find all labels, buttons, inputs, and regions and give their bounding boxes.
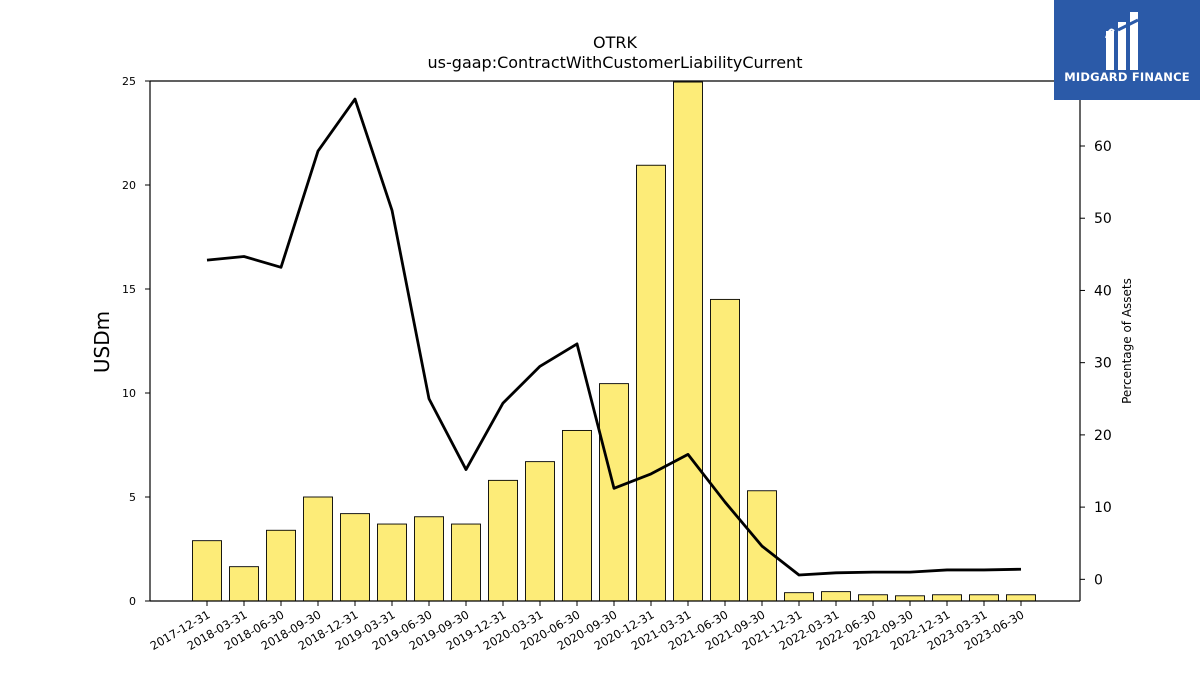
bar	[340, 513, 370, 602]
y2-tick-label: 60	[1094, 139, 1112, 155]
bar	[821, 591, 851, 602]
bar	[451, 523, 481, 602]
y-axis-label: USDm	[90, 311, 114, 373]
y2-tick-label: 50	[1094, 211, 1112, 227]
y2-axis-label: Percentage of Assets	[1120, 278, 1134, 404]
line-layer	[206, 97, 1022, 577]
bar	[710, 298, 740, 602]
bar	[673, 81, 703, 602]
bar	[525, 461, 555, 602]
bar	[895, 595, 925, 602]
bar	[414, 516, 444, 602]
bar	[303, 496, 333, 602]
chart-subtitle: us-gaap:ContractWithCustomerLiabilityCur…	[428, 53, 803, 72]
bars-layer	[192, 81, 1036, 602]
logo-mark-icon	[1105, 12, 1139, 70]
y-tick-label: 15	[122, 283, 136, 296]
y-tick-label: 5	[129, 491, 136, 504]
y-tick-label: 10	[122, 387, 136, 400]
y-tick-label: 25	[122, 75, 136, 88]
midgard-finance-logo: MIDGARD FINANCE	[1054, 0, 1200, 100]
y2-tick-label: 10	[1094, 500, 1112, 516]
bar	[969, 594, 999, 602]
line-series	[206, 97, 1022, 577]
bar	[562, 429, 592, 602]
bar	[784, 592, 814, 602]
y-tick-label: 20	[122, 179, 136, 192]
bar	[192, 540, 222, 602]
bar	[858, 594, 888, 602]
bar	[932, 594, 962, 602]
y2-tick-label: 20	[1094, 428, 1112, 444]
y2-tick-label: 40	[1094, 283, 1112, 299]
bar	[377, 523, 407, 602]
chart-title: OTRK	[593, 33, 637, 52]
y-tick-label: 0	[129, 595, 136, 608]
bar	[488, 479, 518, 602]
bar	[636, 164, 666, 602]
bar	[266, 529, 296, 602]
bar	[1006, 594, 1036, 602]
y2-tick-label: 30	[1094, 356, 1112, 372]
bar	[599, 383, 629, 602]
logo-text: MIDGARD FINANCE	[1064, 70, 1190, 84]
y2-tick-label: 0	[1094, 572, 1103, 588]
bar	[229, 566, 259, 602]
